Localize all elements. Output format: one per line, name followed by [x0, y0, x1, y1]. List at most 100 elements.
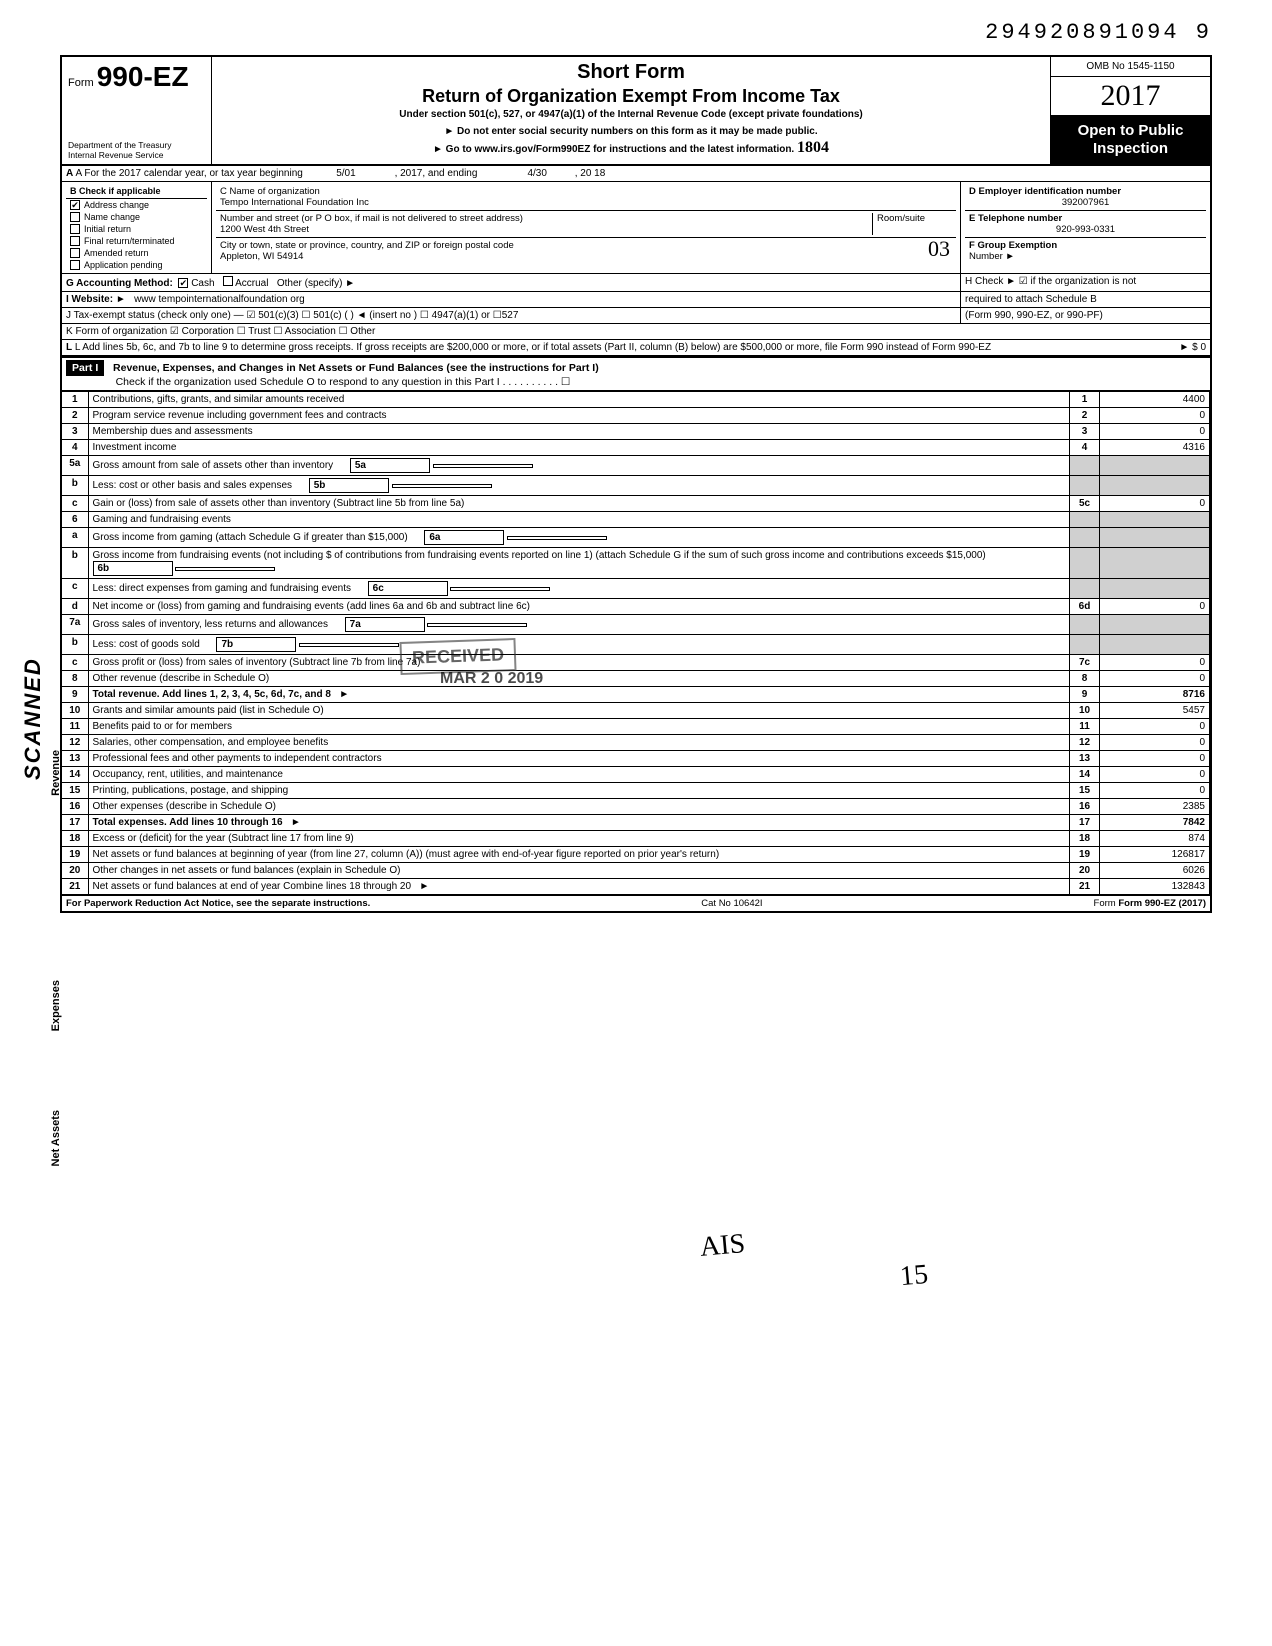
line-value: 0 [1100, 408, 1210, 424]
line-box-number: 15 [1070, 783, 1100, 799]
line-box-number: 2 [1070, 408, 1100, 424]
instr-ssn: ► Do not enter social security numbers o… [220, 126, 1042, 137]
chk-accrual[interactable] [223, 276, 233, 286]
line-value: 874 [1100, 831, 1210, 847]
line-box-number: 20 [1070, 863, 1100, 879]
line-number: 11 [62, 719, 88, 735]
line-number: 15 [62, 783, 88, 799]
line-value: 6026 [1100, 863, 1210, 879]
line-value: 0 [1100, 424, 1210, 440]
line-number: 1 [62, 392, 88, 408]
line-value: 4400 [1100, 392, 1210, 408]
line-desc: Gross profit or (loss) from sales of inv… [88, 655, 1070, 671]
line-value: 5457 [1100, 703, 1210, 719]
form-footer: For Paperwork Reduction Act Notice, see … [62, 895, 1210, 911]
line-box-number: 5c [1070, 496, 1100, 512]
line-number: 16 [62, 799, 88, 815]
form-header: Form 990-EZ Department of the Treasury I… [62, 57, 1210, 166]
line-row: 9Total revenue. Add lines 1, 2, 3, 4, 5c… [62, 687, 1210, 703]
line-desc: Benefits paid to or for members [88, 719, 1070, 735]
line-desc: Gross amount from sale of assets other t… [88, 456, 1070, 476]
part-i-table: 1Contributions, gifts, grants, and simil… [62, 391, 1210, 895]
line-value [1100, 456, 1210, 476]
side-expenses: Expenses [50, 980, 62, 1031]
form-990ez: Form 990-EZ Department of the Treasury I… [60, 55, 1212, 913]
line-row: 2Program service revenue including gover… [62, 408, 1210, 424]
chk-address-change[interactable]: ✔ [70, 200, 80, 210]
line-desc: Gross sales of inventory, less returns a… [88, 615, 1070, 635]
line-number: 21 [62, 879, 88, 895]
box-h: H Check ► ☑ if the organization is not [960, 274, 1210, 291]
line-value [1100, 635, 1210, 655]
line-box-number: 14 [1070, 767, 1100, 783]
line-desc: Membership dues and assessments [88, 424, 1070, 440]
line-desc: Gross income from gaming (attach Schedul… [88, 528, 1070, 548]
scanned-stamp: SCANNED [20, 657, 46, 780]
chk-final-return[interactable] [70, 236, 80, 246]
line-number: b [62, 476, 88, 496]
line-number: b [62, 548, 88, 579]
chk-name-change[interactable] [70, 212, 80, 222]
line-value: 0 [1100, 496, 1210, 512]
org-city: Appleton, WI 54914 [220, 251, 303, 262]
line-value [1100, 579, 1210, 599]
line-number: 8 [62, 671, 88, 687]
chk-app-pending[interactable] [70, 260, 80, 270]
instr-url: ► Go to www.irs.gov/Form990EZ for instru… [220, 139, 1042, 157]
line-desc: Contributions, gifts, grants, and simila… [88, 392, 1070, 408]
dept-treasury: Department of the Treasury Internal Reve… [68, 141, 205, 160]
line-number: 2 [62, 408, 88, 424]
line-box-number [1070, 615, 1100, 635]
line-j: J Tax-exempt status (check only one) — ☑… [62, 308, 1210, 324]
line-desc: Program service revenue including govern… [88, 408, 1070, 424]
line-box-number [1070, 528, 1100, 548]
box-c: C Name of organization Tempo Internation… [212, 182, 960, 273]
line-row: cGross profit or (loss) from sales of in… [62, 655, 1210, 671]
line-row: 10Grants and similar amounts paid (list … [62, 703, 1210, 719]
line-desc: Other expenses (describe in Schedule O) [88, 799, 1070, 815]
side-revenue: Revenue [50, 750, 62, 796]
line-value [1100, 528, 1210, 548]
line-desc: Professional fees and other payments to … [88, 751, 1070, 767]
line-row: 18Excess or (deficit) for the year (Subt… [62, 831, 1210, 847]
hand-annot-1804: 1804 [797, 139, 829, 156]
line-value: 0 [1100, 719, 1210, 735]
line-number: b [62, 635, 88, 655]
room-suite: Room/suite [872, 213, 952, 235]
line-desc: Printing, publications, postage, and shi… [88, 783, 1070, 799]
line-row: dNet income or (loss) from gaming and fu… [62, 599, 1210, 615]
ein: 392007961 [969, 197, 1202, 208]
hand-annot-03: 03 [928, 236, 950, 262]
line-desc: Net income or (loss) from gaming and fun… [88, 599, 1070, 615]
line-box-number: 3 [1070, 424, 1100, 440]
line-number: 17 [62, 815, 88, 831]
line-value: 0 [1100, 735, 1210, 751]
line-desc: Investment income [88, 440, 1070, 456]
line-number: 5a [62, 456, 88, 476]
line-row: 7aGross sales of inventory, less returns… [62, 615, 1210, 635]
line-box-number: 16 [1070, 799, 1100, 815]
tax-year: 2017 [1051, 77, 1210, 116]
line-value: 8716 [1100, 687, 1210, 703]
line-desc: Net assets or fund balances at end of ye… [88, 879, 1070, 895]
telephone: 920-993-0331 [969, 224, 1202, 235]
line-number: 6 [62, 512, 88, 528]
line-desc: Less: cost or other basis and sales expe… [88, 476, 1070, 496]
part-i-header: Part I Revenue, Expenses, and Changes in… [62, 356, 1210, 391]
line-box-number: 6d [1070, 599, 1100, 615]
chk-cash[interactable]: ✔ [178, 278, 188, 288]
line-l-value: 0 [1200, 342, 1206, 353]
line-box-number: 18 [1070, 831, 1100, 847]
line-value: 126817 [1100, 847, 1210, 863]
chk-initial-return[interactable] [70, 224, 80, 234]
line-number: c [62, 496, 88, 512]
line-desc: Excess or (deficit) for the year (Subtra… [88, 831, 1070, 847]
chk-amended[interactable] [70, 248, 80, 258]
line-row: 6Gaming and fundraising events [62, 512, 1210, 528]
line-k: K Form of organization ☑ Corporation ☐ T… [62, 324, 1210, 340]
line-row: bGross income from fundraising events (n… [62, 548, 1210, 579]
line-value [1100, 548, 1210, 579]
line-a: A A For the 2017 calendar year, or tax y… [62, 166, 1210, 182]
line-desc: Total revenue. Add lines 1, 2, 3, 4, 5c,… [88, 687, 1070, 703]
line-row: 3Membership dues and assessments30 [62, 424, 1210, 440]
